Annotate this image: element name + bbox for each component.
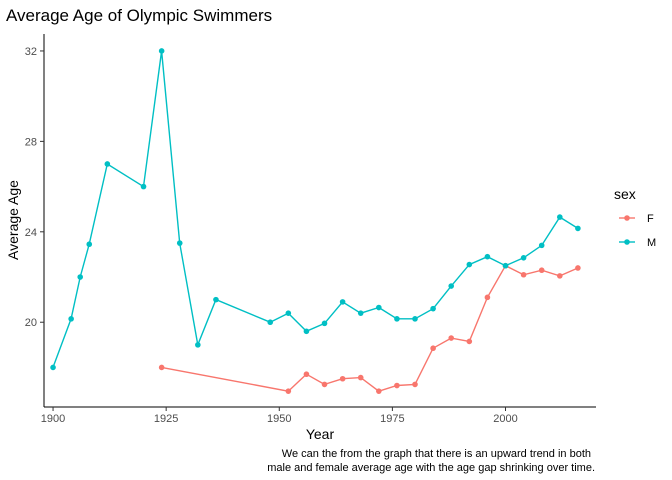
data-point-M: [140, 183, 147, 190]
data-point-F: [394, 382, 400, 389]
data-point-M: [394, 316, 400, 322]
x-tick-label: 1975: [380, 413, 404, 425]
data-point-M: [448, 283, 455, 289]
data-point-F: [520, 271, 527, 278]
legend-label-F: F: [647, 213, 654, 225]
data-point-F: [339, 375, 346, 382]
data-point-M: [502, 262, 509, 269]
data-point-M: [520, 254, 527, 261]
data-point-F: [466, 338, 473, 345]
data-point-M: [213, 296, 219, 303]
y-axis-title: Average Age: [5, 180, 21, 260]
data-point-F: [412, 381, 418, 388]
chart-title: Average Age of Olympic Swimmers: [6, 6, 272, 25]
data-point-M: [557, 214, 563, 220]
data-point-M: [339, 299, 346, 305]
data-point-M: [430, 305, 436, 312]
data-point-M: [267, 319, 274, 326]
data-point-M: [68, 316, 74, 322]
x-tick-label: 1925: [154, 413, 178, 425]
data-point-F: [448, 335, 455, 341]
caption-line-1: We can the from the graph that there is …: [282, 448, 591, 460]
data-point-M: [285, 310, 292, 316]
data-point-M: [104, 161, 111, 167]
data-point-M: [50, 364, 56, 371]
data-point-F: [557, 273, 563, 279]
data-point-F: [430, 345, 436, 352]
legend-key-point-F: [624, 215, 630, 221]
data-point-F: [357, 374, 364, 381]
x-axis-ticks: 1900 1925 1950 1975 2000: [41, 407, 518, 425]
series-line-M: [52, 50, 579, 368]
y-axis-ticks: 20 24 28 32: [25, 46, 44, 329]
data-point-F: [321, 381, 328, 388]
data-point-M: [466, 261, 473, 268]
legend: sex FM: [614, 186, 656, 249]
data-point-M: [77, 274, 83, 280]
x-axis-title: Year: [306, 426, 335, 442]
caption-line-2: male and female average age with the age…: [267, 462, 595, 474]
data-point-F: [484, 294, 491, 301]
data-point-M: [158, 48, 165, 54]
x-tick-label: 1950: [267, 413, 291, 425]
data-point-M: [303, 328, 310, 335]
y-tick-label: 24: [25, 227, 37, 239]
data-point-M: [321, 320, 328, 327]
y-tick-label: 32: [25, 46, 37, 58]
legend-title: sex: [614, 186, 636, 202]
data-point-M: [538, 242, 545, 249]
data-point-M: [412, 316, 418, 322]
y-tick-label: 20: [25, 317, 37, 329]
legend-label-M: M: [647, 237, 656, 249]
y-tick-label: 28: [25, 136, 37, 148]
data-point-M: [575, 225, 581, 232]
data-point-M: [195, 342, 201, 348]
data-point-M: [176, 240, 183, 246]
data-point-M: [357, 310, 364, 316]
data-point-F: [285, 388, 292, 394]
data-point-M: [484, 253, 491, 260]
data-point-M: [376, 304, 382, 311]
data-point-M: [86, 241, 93, 248]
data-point-F: [575, 265, 581, 271]
plot-area: [50, 48, 581, 394]
series-line-F: [161, 264, 579, 392]
x-tick-label: 2000: [493, 413, 517, 425]
data-point-F: [376, 388, 382, 394]
x-tick-label: 1900: [41, 413, 65, 425]
legend-key-point-M: [624, 239, 630, 245]
data-point-F: [303, 371, 310, 378]
data-point-F: [538, 267, 545, 274]
data-point-F: [158, 364, 165, 371]
